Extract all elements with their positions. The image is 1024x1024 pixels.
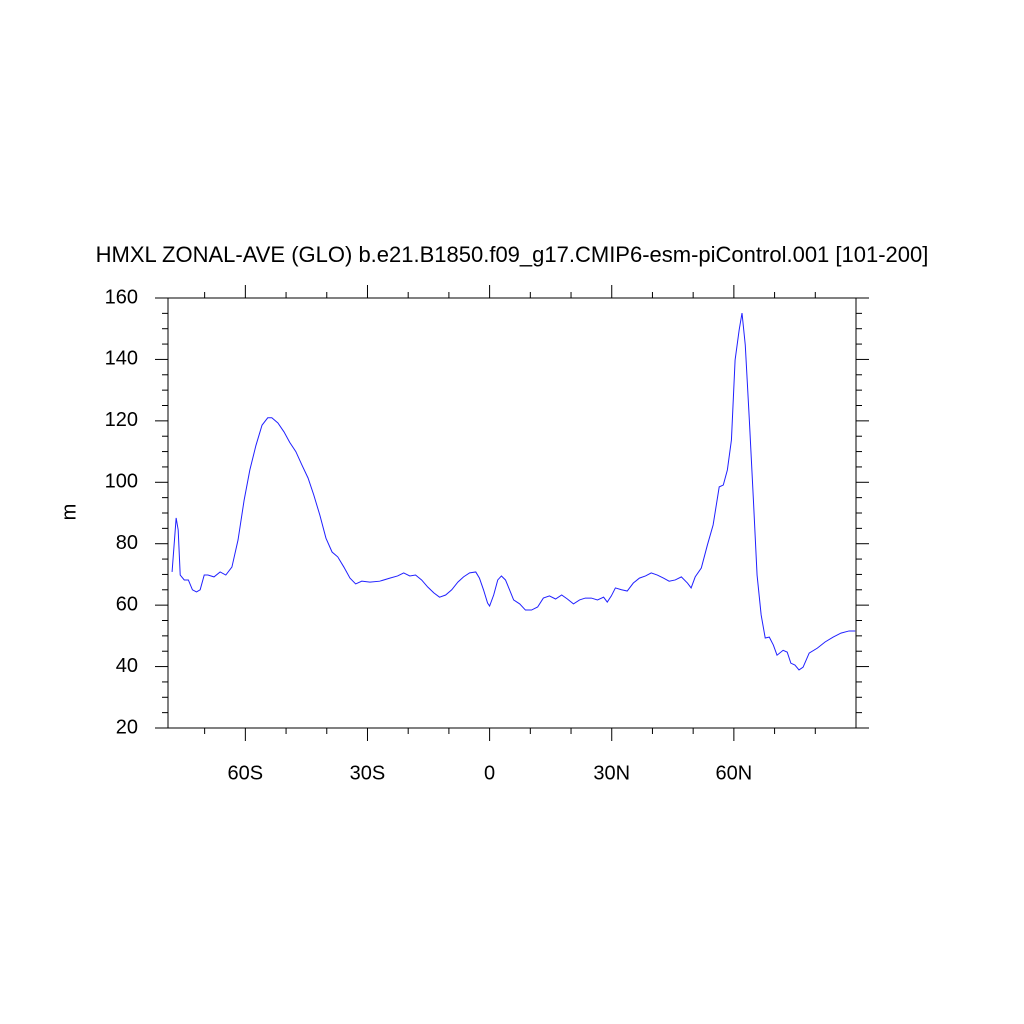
x-tick-label: 60S — [228, 762, 264, 784]
y-tick-label: 160 — [105, 286, 138, 308]
y-axis-label: m — [58, 504, 80, 521]
plot-frame — [167, 297, 857, 729]
y-tick-label: 40 — [116, 655, 138, 677]
data-line — [171, 312, 856, 671]
x-tick-label: 0 — [484, 762, 495, 784]
chart-title: HMXL ZONAL-AVE (GLO) b.e21.B1850.f09_g17… — [96, 242, 929, 267]
x-tick-label: 60N — [716, 762, 753, 784]
y-tick-label: 80 — [116, 532, 138, 554]
x-tick-label: 30S — [350, 762, 386, 784]
y-tick-label: 60 — [116, 593, 138, 615]
y-tick-label: 100 — [105, 471, 138, 493]
y-tick-label: 20 — [116, 716, 138, 738]
x-tick-label: 30N — [593, 762, 630, 784]
y-tick-label: 140 — [105, 348, 138, 370]
y-tick-label: 120 — [105, 409, 138, 431]
